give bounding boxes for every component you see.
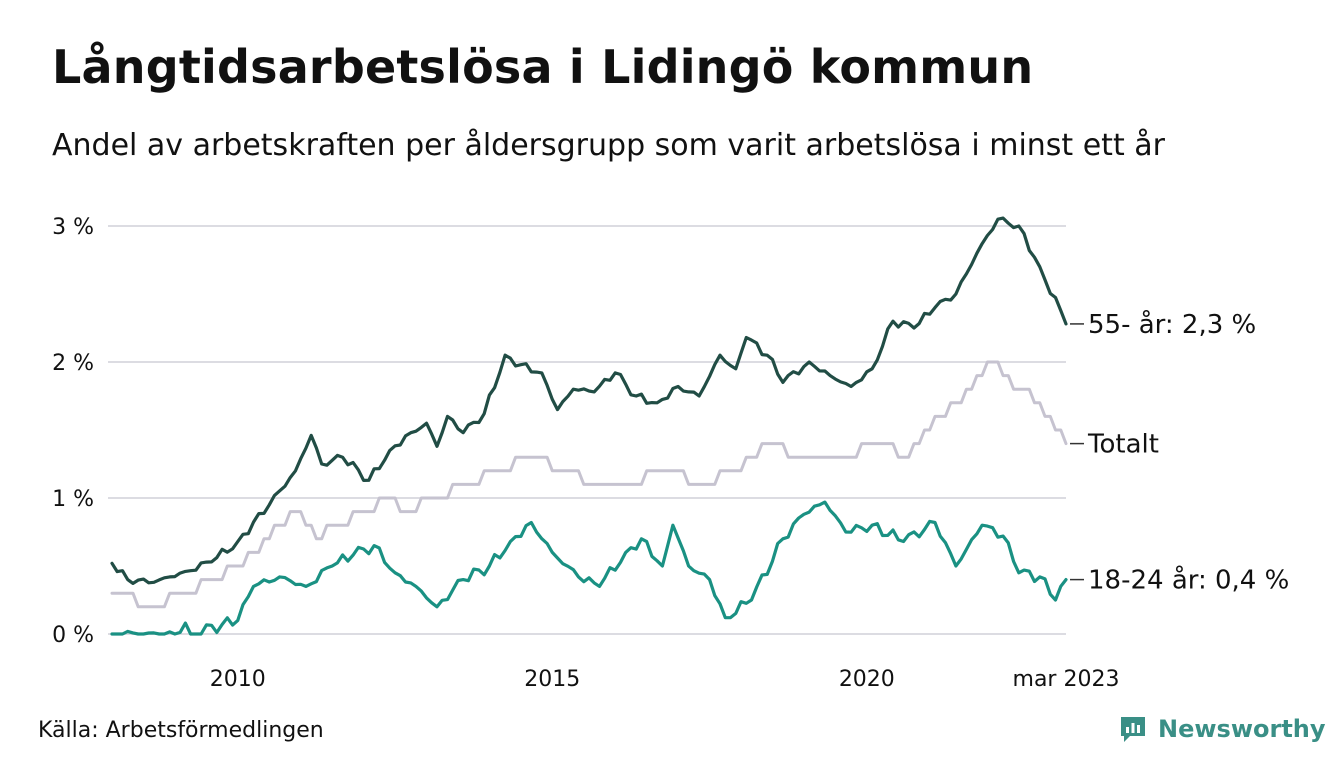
series-line-0 [110, 216, 1068, 585]
chart-title: Långtidsarbetslösa i Lidingö kommun [52, 40, 1034, 94]
y-tick-label: 1 % [52, 487, 94, 512]
series-end-labels: 55- år: 2,3 % Totalt 18-24 år: 0,4 % [1070, 309, 1289, 596]
y-axis-ticks: 0 % 1 % 2 % 3 % [52, 215, 94, 648]
series-end-label: 18-24 år: 0,4 % [1088, 565, 1289, 596]
series-lines [110, 216, 1068, 636]
x-tick-label: 2015 [524, 667, 580, 692]
series-end-label: 55- år: 2,3 % [1088, 309, 1256, 340]
x-axis-ticks: 2010 2015 2020 mar 2023 [210, 667, 1120, 692]
y-tick-label: 2 % [52, 351, 94, 376]
series-line-1 [110, 360, 1068, 609]
y-tick-label: 0 % [52, 623, 94, 648]
x-tick-label: 2010 [210, 667, 266, 692]
source-note: Källa: Arbetsförmedlingen [38, 718, 324, 743]
x-tick-label: mar 2023 [1013, 667, 1120, 692]
series-end-label: Totalt [1087, 430, 1159, 460]
brand[interactable]: Newsworthy [1118, 714, 1326, 744]
newsworthy-logo-icon [1121, 717, 1145, 742]
chart-subtitle: Andel av arbetskraften per åldersgrupp s… [52, 128, 1165, 163]
y-tick-label: 3 % [52, 215, 94, 240]
series-line-2 [110, 500, 1068, 636]
brand-name: Newsworthy [1158, 715, 1326, 743]
x-tick-label: 2020 [839, 667, 895, 692]
grid-lines [108, 225, 1066, 635]
